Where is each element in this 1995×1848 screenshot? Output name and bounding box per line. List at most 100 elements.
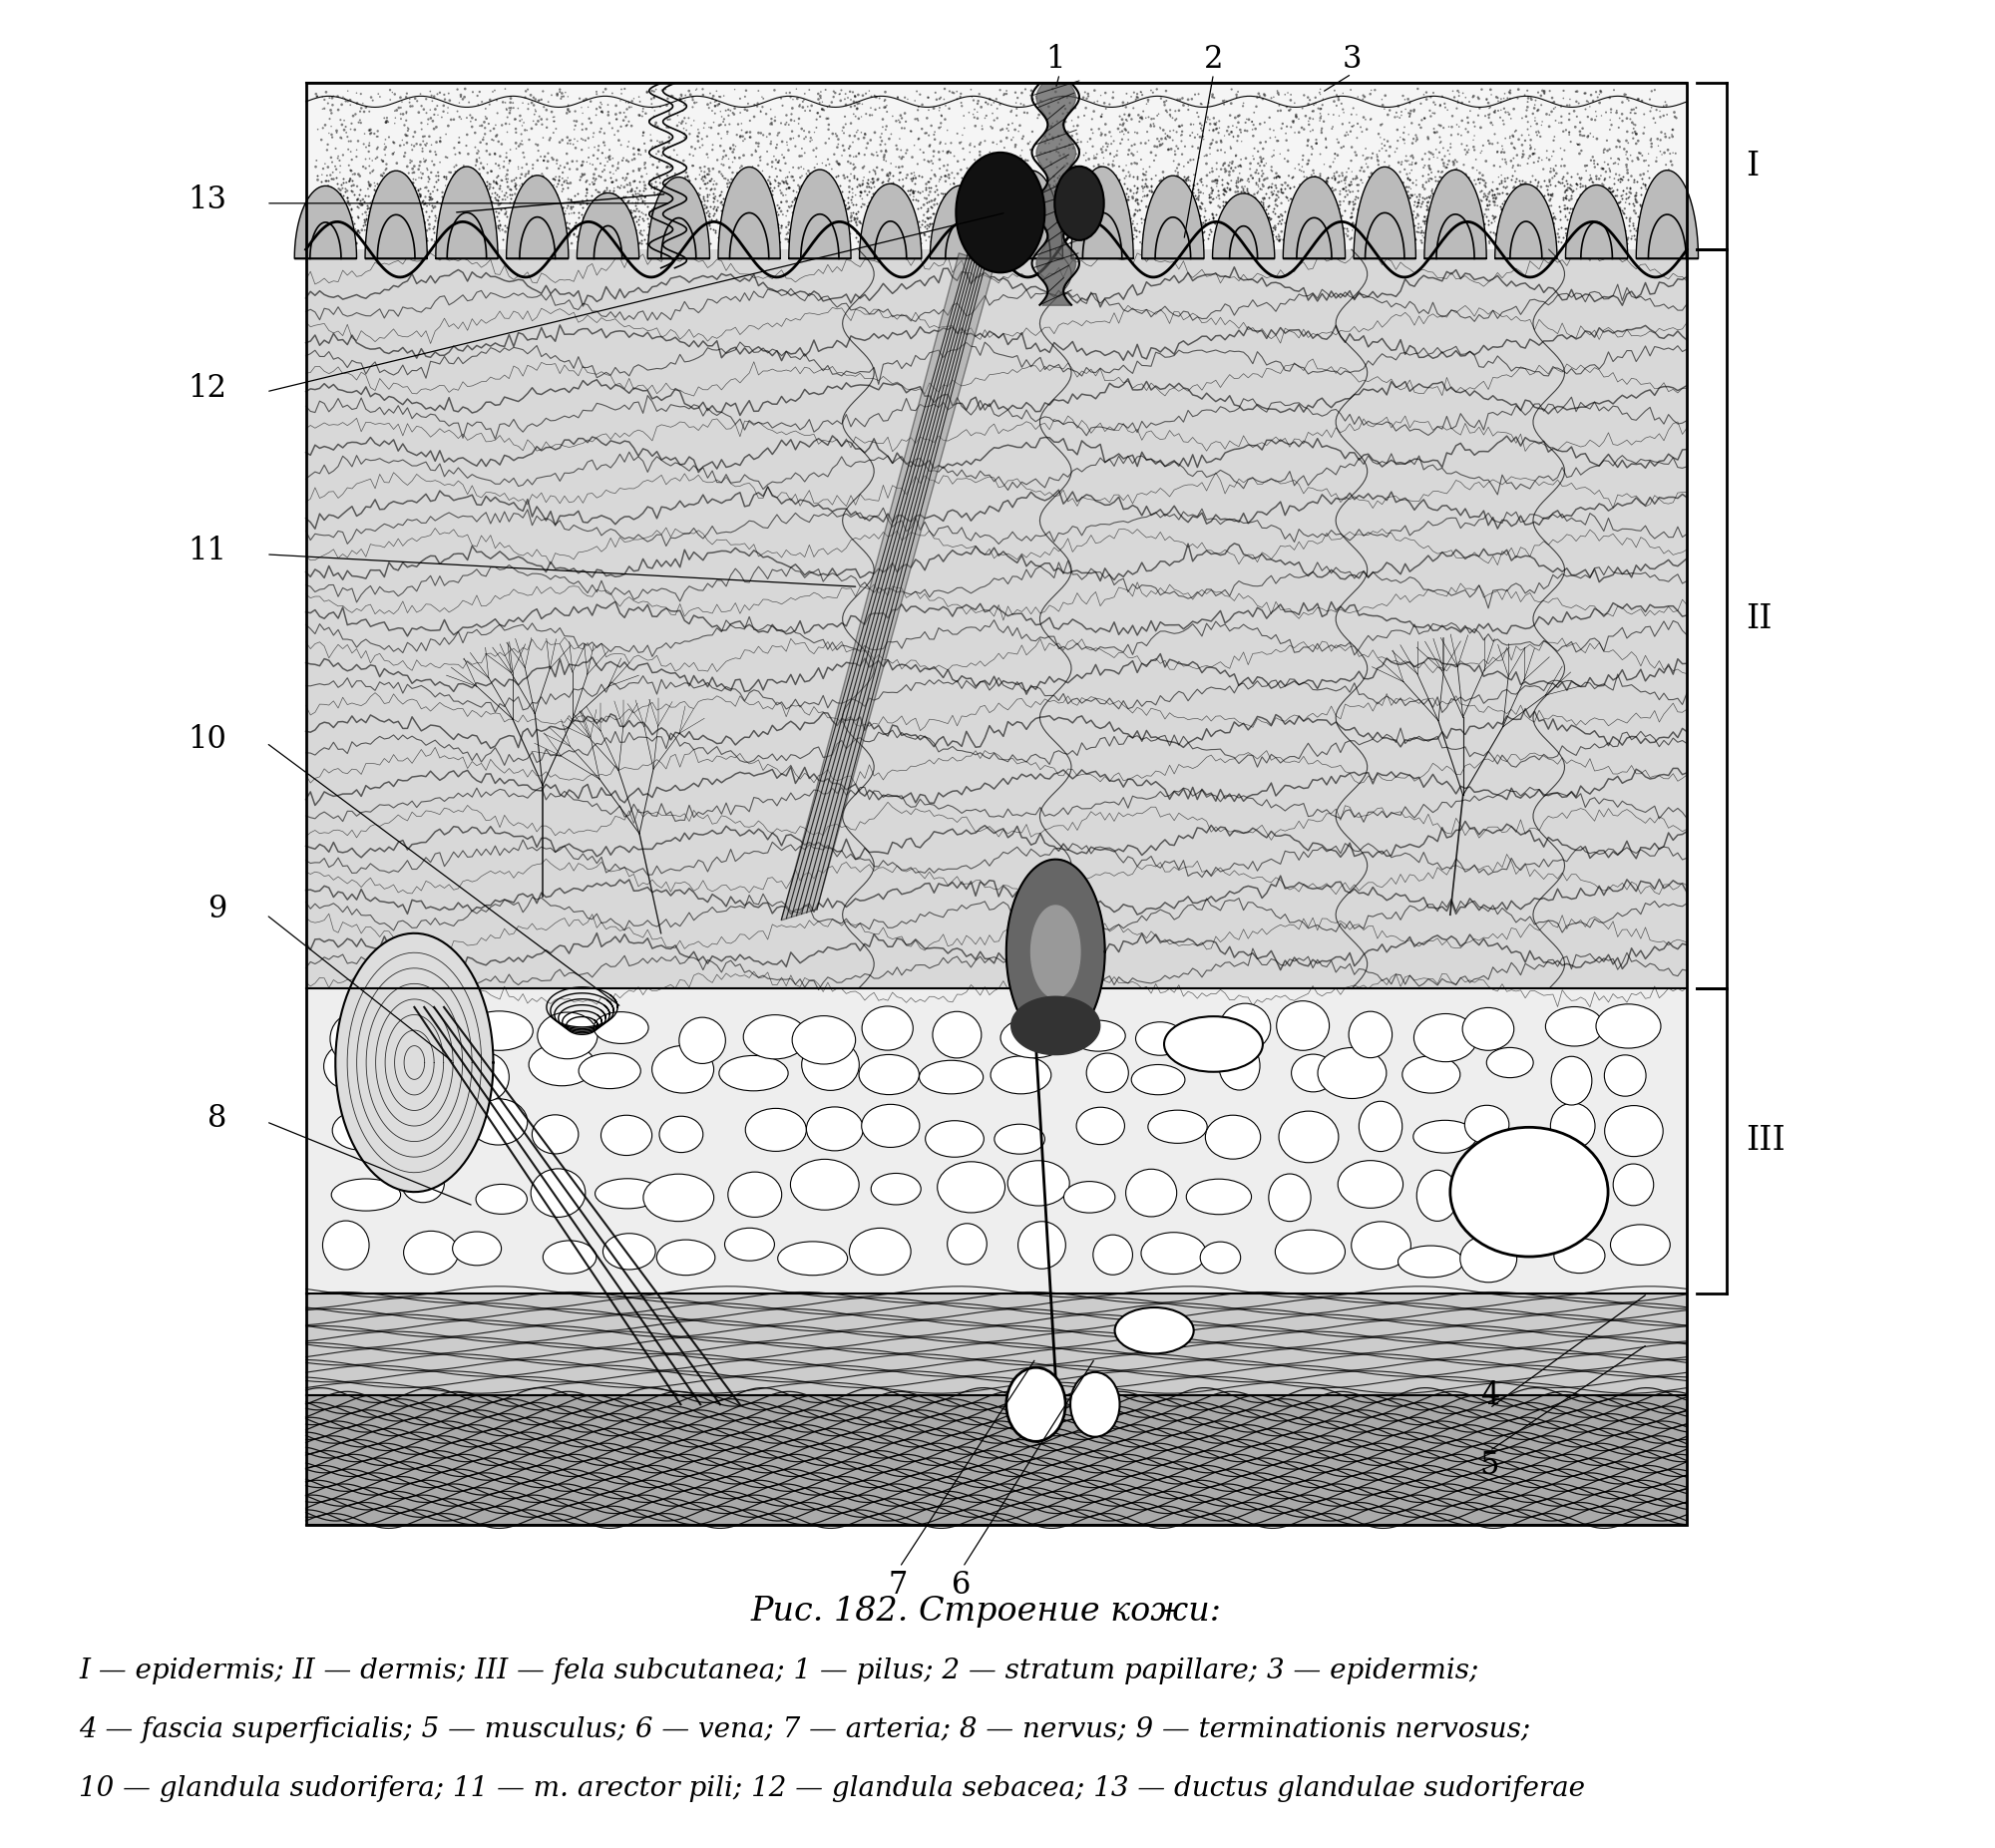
Point bbox=[1550, 201, 1582, 231]
Point bbox=[439, 225, 471, 255]
Point bbox=[465, 224, 497, 253]
Point bbox=[1155, 222, 1187, 251]
Point bbox=[471, 183, 503, 213]
Point bbox=[1005, 183, 1037, 213]
Point bbox=[724, 122, 756, 152]
Point bbox=[1660, 209, 1692, 238]
Point bbox=[1391, 220, 1422, 249]
Point bbox=[1123, 100, 1155, 129]
Point bbox=[413, 164, 445, 194]
Point bbox=[1283, 174, 1315, 203]
Point bbox=[890, 203, 922, 233]
Point bbox=[1618, 168, 1650, 198]
Point bbox=[1051, 190, 1083, 220]
Point bbox=[640, 111, 672, 140]
Point bbox=[309, 225, 341, 255]
Point bbox=[1442, 172, 1474, 201]
Point bbox=[1520, 174, 1552, 203]
Point bbox=[1620, 111, 1652, 140]
Point bbox=[1063, 168, 1095, 198]
Point bbox=[1297, 224, 1329, 253]
Point bbox=[1486, 209, 1518, 238]
Point bbox=[1119, 129, 1151, 159]
Point bbox=[1121, 81, 1153, 111]
Point bbox=[1406, 172, 1438, 201]
Point bbox=[636, 76, 668, 105]
Point bbox=[1197, 116, 1229, 146]
Point bbox=[1085, 174, 1117, 203]
Point bbox=[507, 214, 539, 244]
Point bbox=[862, 164, 894, 194]
Point bbox=[764, 155, 796, 185]
Point bbox=[974, 227, 1005, 257]
Point bbox=[1167, 185, 1199, 214]
Point bbox=[1476, 181, 1508, 211]
Point bbox=[782, 153, 814, 183]
Point bbox=[1075, 216, 1107, 246]
Point bbox=[672, 216, 704, 246]
Point bbox=[1351, 150, 1383, 179]
Point bbox=[1309, 107, 1341, 137]
Point bbox=[415, 129, 447, 159]
Point bbox=[1486, 188, 1518, 218]
Point bbox=[363, 200, 395, 229]
Point bbox=[986, 115, 1017, 144]
Point bbox=[439, 152, 471, 181]
Point bbox=[533, 168, 565, 198]
Point bbox=[1179, 218, 1211, 248]
Point bbox=[1512, 76, 1544, 105]
Point bbox=[461, 139, 493, 168]
Point bbox=[706, 144, 738, 174]
Point bbox=[660, 222, 692, 251]
Point bbox=[1095, 220, 1127, 249]
Point bbox=[1432, 207, 1464, 237]
Point bbox=[1552, 174, 1584, 203]
Point bbox=[491, 164, 523, 194]
Point bbox=[1261, 163, 1293, 192]
Point bbox=[419, 205, 451, 235]
Point bbox=[483, 211, 515, 240]
Point bbox=[764, 176, 796, 205]
Point bbox=[784, 222, 816, 251]
Point bbox=[1412, 164, 1444, 194]
Point bbox=[1632, 225, 1664, 255]
Point bbox=[848, 227, 880, 257]
Point bbox=[459, 150, 491, 179]
Point bbox=[1570, 214, 1602, 244]
Point bbox=[1538, 203, 1570, 233]
Point bbox=[505, 105, 537, 135]
Point bbox=[1420, 135, 1452, 164]
Point bbox=[1353, 224, 1385, 253]
Point bbox=[1211, 116, 1243, 146]
Point bbox=[608, 74, 640, 103]
Point bbox=[1099, 161, 1131, 190]
Point bbox=[1135, 172, 1167, 201]
Point bbox=[816, 87, 848, 116]
Point bbox=[938, 224, 970, 253]
Point bbox=[1504, 227, 1536, 257]
Point bbox=[1061, 126, 1093, 155]
Point bbox=[818, 216, 850, 246]
Point bbox=[1317, 148, 1349, 177]
Point bbox=[706, 102, 738, 131]
Point bbox=[1536, 83, 1568, 113]
Point bbox=[1035, 111, 1067, 140]
Point bbox=[996, 218, 1027, 248]
Ellipse shape bbox=[1291, 1053, 1335, 1092]
Point bbox=[521, 174, 553, 203]
Point bbox=[517, 150, 549, 179]
Point bbox=[513, 159, 545, 188]
Point bbox=[784, 174, 816, 203]
Point bbox=[818, 76, 850, 105]
Point bbox=[674, 192, 706, 222]
Point bbox=[1087, 148, 1119, 177]
Point bbox=[706, 190, 738, 220]
Point bbox=[1077, 205, 1109, 235]
Point bbox=[806, 94, 838, 124]
Point bbox=[746, 92, 778, 122]
Point bbox=[1400, 170, 1432, 200]
Point bbox=[569, 166, 600, 196]
Point bbox=[812, 115, 844, 144]
Point bbox=[622, 196, 654, 225]
Point bbox=[567, 203, 598, 233]
